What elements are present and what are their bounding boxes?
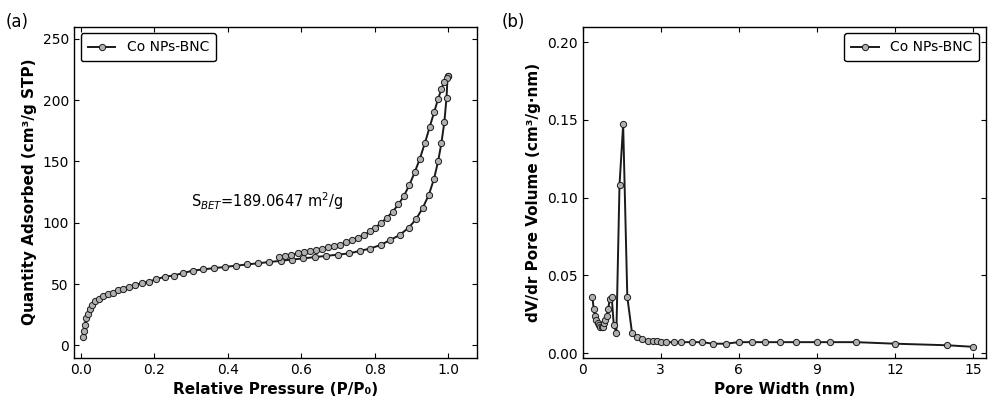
Text: S$_{BET}$=189.0647 m$^2$/g: S$_{BET}$=189.0647 m$^2$/g [191, 190, 344, 212]
X-axis label: Relative Pressure (P/P₀): Relative Pressure (P/P₀) [173, 382, 378, 397]
X-axis label: Pore Width (nm): Pore Width (nm) [714, 382, 855, 397]
Text: (a): (a) [5, 13, 28, 31]
Y-axis label: dV/dr Pore Volume (cm³/g·nm): dV/dr Pore Volume (cm³/g·nm) [526, 62, 541, 322]
Legend: Co NPs-BNC: Co NPs-BNC [81, 33, 216, 61]
Legend: Co NPs-BNC: Co NPs-BNC [844, 33, 979, 61]
Text: (b): (b) [502, 13, 525, 31]
Y-axis label: Quantity Adsorbed (cm³/g STP): Quantity Adsorbed (cm³/g STP) [22, 59, 37, 326]
